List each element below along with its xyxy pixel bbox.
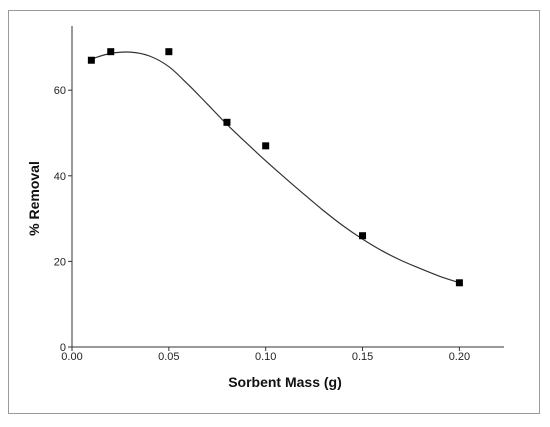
data-points xyxy=(87,48,463,287)
fit-curve-layer xyxy=(91,51,460,284)
axes xyxy=(71,26,504,348)
fit-curve xyxy=(91,51,460,284)
x-tick-label: 0.00 xyxy=(61,351,82,363)
x-tick-label: 0.05 xyxy=(158,351,179,363)
y-tick-label: 0 xyxy=(60,342,66,354)
data-point xyxy=(87,56,95,64)
data-point xyxy=(107,48,115,56)
x-tick-label: 0.15 xyxy=(352,351,373,363)
y-tick-label: 40 xyxy=(54,171,66,183)
data-point xyxy=(359,232,367,240)
ticks: 0.00 0.05 0.10 0.15 0.20 0 20 40 60 xyxy=(54,85,470,363)
x-axis-title: Sorbent Mass (g) xyxy=(228,374,342,390)
data-point xyxy=(455,279,463,287)
data-point xyxy=(223,118,231,126)
y-tick-label: 60 xyxy=(54,85,66,97)
data-point xyxy=(262,142,270,150)
x-tick-label: 0.10 xyxy=(255,351,276,363)
x-tick-label: 0.20 xyxy=(449,351,470,363)
data-point xyxy=(165,48,173,56)
y-axis-title: % Removal xyxy=(26,161,42,236)
y-tick-label: 20 xyxy=(54,256,66,268)
